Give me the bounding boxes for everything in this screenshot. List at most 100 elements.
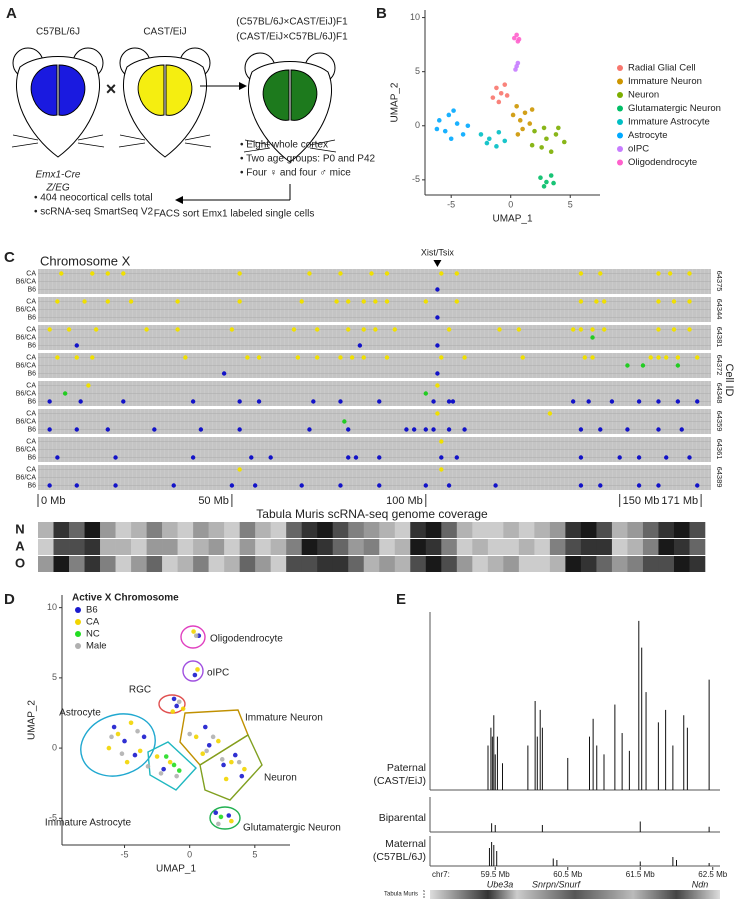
coverage-cell [549,522,566,538]
coverage-cell [193,556,209,572]
allele-dot [256,355,262,360]
gene-label: Ube3a [487,879,514,889]
allele-dot [90,355,95,360]
point [174,773,179,779]
allele-dot [423,483,428,488]
x-tick-label: -5 [121,849,129,859]
coverage-cell [673,539,690,555]
coverage-cell [441,522,458,538]
allele-dot [384,299,390,304]
point [451,108,456,113]
point [226,813,232,818]
allele-dot [594,299,599,304]
point [490,95,496,100]
coverage-cell [53,556,70,572]
allele-dot [121,399,126,404]
y-tick-label: 0 [52,742,57,752]
allele-dot [578,271,584,276]
row-label: B6/CA [16,306,37,313]
coverage-cell [503,539,520,555]
point [454,121,460,126]
allele-dot [450,399,456,404]
point [532,128,537,134]
point [206,742,212,748]
allele-dot [671,327,677,332]
cell-id: 64375 [715,271,724,292]
cluster-label: Oligodendrocyte [210,634,283,645]
coverage-cell [115,556,132,572]
allele-dot [361,299,366,304]
coverage-cell [487,556,504,572]
y-tick-label: 10 [410,12,420,22]
allele-dot [377,455,382,460]
point [544,136,549,142]
x-tick-label: 61.5 Mb [626,870,655,879]
point [514,63,519,69]
coverage-cell [317,522,334,538]
footer-label: Tabula Muris [384,892,418,898]
point [502,138,508,144]
panel-label: C [4,249,15,266]
allele-dot [373,299,378,304]
footer-row: N [423,889,425,893]
y-axis-label: UMAP_2 [390,82,401,122]
coverage-cell [689,522,706,538]
allele-dot [198,427,204,432]
x-tick-label: 0 [508,199,513,209]
allele-dot [656,271,661,276]
coverage-cell [503,556,520,572]
allele-dot [423,299,428,304]
allele-dot [105,299,111,304]
legend-marker [75,643,81,649]
allele-dot [446,427,452,432]
x-tick-label: 59.5 Mb [481,870,510,879]
allele-dot [439,271,444,276]
point [239,773,245,779]
allele-dot [656,355,661,360]
allele-dot [47,427,52,432]
point [544,179,549,185]
coverage-cell [487,539,504,555]
allele-dot [578,427,584,432]
legend-label: Immature Neuron [628,76,702,87]
allele-dot [47,327,52,332]
point [496,99,502,105]
point [436,118,442,123]
y-axis-label: UMAP_2 [27,700,38,740]
coverage-cell [239,522,256,538]
allele-dot [598,271,603,276]
point [446,112,452,118]
coverage-cell [69,539,85,555]
point [122,738,127,744]
allele-dot [636,399,642,404]
row-label: CA [26,438,36,445]
allele-dot [695,355,700,360]
point [232,752,238,758]
sort: FACS sort Emx1 labeled single cells [154,209,315,220]
coverage-cell [84,539,101,555]
coverage-row-label: A [15,538,25,553]
point [119,751,125,757]
allele-dot [656,299,661,304]
point [176,768,182,773]
strain: CAST/EiJ [143,27,186,38]
row-label: B6 [27,454,36,461]
allele-dot [291,327,297,332]
coverage-cell [270,522,287,538]
allele-dot [121,271,126,276]
legend-marker [75,607,81,613]
allele-dot [361,327,366,332]
allele-dot [144,327,149,332]
coverage-cell [658,556,675,572]
coverage-cell [317,539,334,555]
point [137,748,143,754]
coverage-cell [69,556,85,572]
coverage-cell [348,556,365,572]
allele-dot [377,399,382,404]
y-tick-label: -5 [49,813,57,823]
coverage-cell [208,539,225,555]
legend-label: Male [86,641,107,652]
coverage-cell [224,522,240,538]
row-label: B6/CA [16,362,37,369]
coverage-cell [84,522,101,538]
